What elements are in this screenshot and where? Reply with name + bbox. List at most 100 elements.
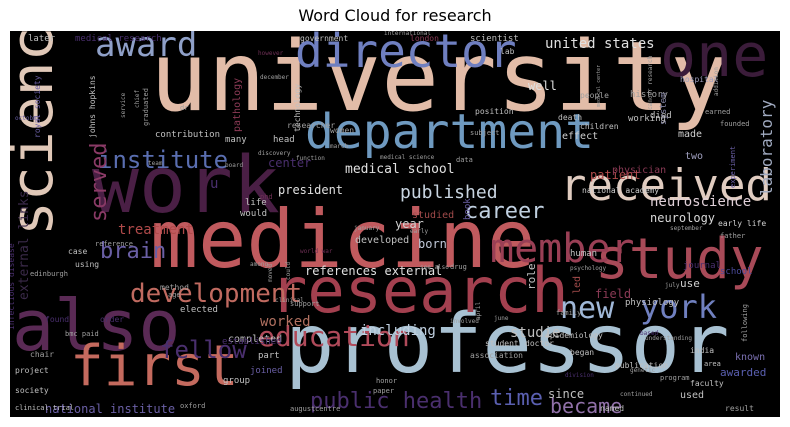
word-addition: addition (713, 67, 720, 96)
word-later: later (28, 34, 56, 44)
word-developed: developed (355, 235, 409, 246)
word-chair: chair (30, 350, 54, 359)
word-u: u (210, 176, 218, 192)
word-psychology: psychology (570, 265, 607, 272)
word-service: service (120, 92, 127, 118)
word-published: published (400, 182, 498, 203)
word-continued: continued (620, 391, 653, 398)
word-chief: chief (134, 90, 141, 108)
word-physiology: physiology (625, 298, 680, 308)
chart-title: Word Cloud for research (298, 6, 492, 25)
word-edinburgh: edinburgh (30, 270, 68, 278)
word-using: using (75, 260, 99, 269)
word-made: made (678, 129, 702, 140)
word-research: research (270, 254, 569, 327)
word-medicine: medicine (150, 193, 535, 286)
word-researcher: researcher (287, 121, 335, 130)
word-could: could (285, 262, 292, 280)
word-among: among (250, 261, 268, 268)
word-data: data (456, 156, 473, 164)
word-received: received (560, 160, 772, 211)
word-graduated: graduated (142, 88, 150, 126)
word-paper: paper (373, 387, 394, 395)
word-genetic: genetic (630, 367, 656, 374)
word-part: part (258, 351, 280, 361)
word-order: order (100, 315, 124, 324)
word-school: school (720, 267, 753, 277)
word-used: used (680, 390, 704, 401)
word-laboratory: laboratory (757, 99, 776, 196)
word-career: career (465, 199, 544, 224)
word-age: age (168, 291, 181, 299)
word-march: march (330, 143, 348, 150)
word-elected: elected (180, 305, 218, 315)
word-led: led (572, 276, 583, 294)
word-university: university (150, 31, 728, 133)
word-clinical-trial: clinical trial (15, 404, 74, 412)
word-treatment: treatment (118, 222, 194, 238)
word-phd: phd (260, 193, 273, 201)
word-january: january (354, 225, 380, 232)
word-student: student (485, 339, 519, 348)
word-oxford: oxford (180, 402, 205, 410)
word-found: found (45, 315, 69, 324)
word-october: october (15, 115, 41, 122)
word-december: december (260, 74, 289, 81)
word-system: system (659, 92, 669, 125)
word-honor: honor (376, 377, 397, 385)
word-publication: publication (615, 361, 668, 370)
word-society: society (15, 386, 49, 395)
word-use: use (680, 277, 700, 290)
word-cloud: university professor medicine work also one re… (10, 31, 780, 417)
word-medical-center: medical center (596, 65, 602, 107)
word-york: york (640, 288, 717, 326)
word-contribution: contribution (155, 130, 220, 140)
word-history: history (630, 90, 669, 100)
word-earned: earned (705, 108, 730, 116)
word-established: established (222, 337, 282, 347)
word-development: development (130, 279, 302, 309)
word-death: death (558, 113, 582, 122)
word-following: following (741, 304, 749, 342)
word-book: book (463, 198, 473, 220)
word-association: association (470, 351, 523, 360)
word-result: result (725, 404, 754, 413)
word-professor: professor (285, 297, 729, 392)
word-support: support (290, 300, 320, 308)
word-new: new (560, 291, 615, 326)
word-dr: dr (180, 104, 188, 112)
word-effect: effect (562, 131, 598, 142)
word-journal: journal (683, 261, 721, 271)
word-medical-school: medical school (345, 162, 455, 177)
word-joined: joined (250, 366, 283, 376)
word-royal-society: royal society (33, 75, 42, 138)
word-moved: moved (267, 264, 274, 282)
word-studied: studied (412, 210, 454, 221)
word-life: life (245, 198, 267, 208)
word-discovery: discovery (258, 150, 291, 157)
word-brain: brain (100, 239, 166, 264)
word-founded: founded (720, 120, 750, 128)
word-work: work (92, 141, 280, 231)
word-since: since (548, 387, 584, 401)
word-father: father (720, 232, 745, 240)
word-became: became (550, 394, 622, 417)
word-named: named (600, 404, 624, 413)
word-pathology: pathology (232, 78, 243, 132)
word-first: first (70, 334, 239, 399)
word-completed: completed (228, 334, 282, 345)
word-medical-research: medical research (75, 34, 162, 44)
word-hospital: hospital (680, 75, 719, 84)
word-scientist: scientist (470, 34, 519, 44)
word-national-institute: national institute (45, 402, 175, 416)
word-centre: centre (315, 405, 340, 413)
word-head: head (273, 135, 295, 145)
word-center: center (268, 156, 311, 170)
word-science: science (10, 31, 66, 236)
word-patient: patient (590, 168, 641, 182)
word-clinical: clinical (275, 297, 304, 304)
word-july: july (665, 282, 680, 289)
word-infectious-disease: infectious disease (10, 243, 16, 330)
word-institute: institute (98, 146, 228, 174)
word-june: june (494, 315, 509, 322)
